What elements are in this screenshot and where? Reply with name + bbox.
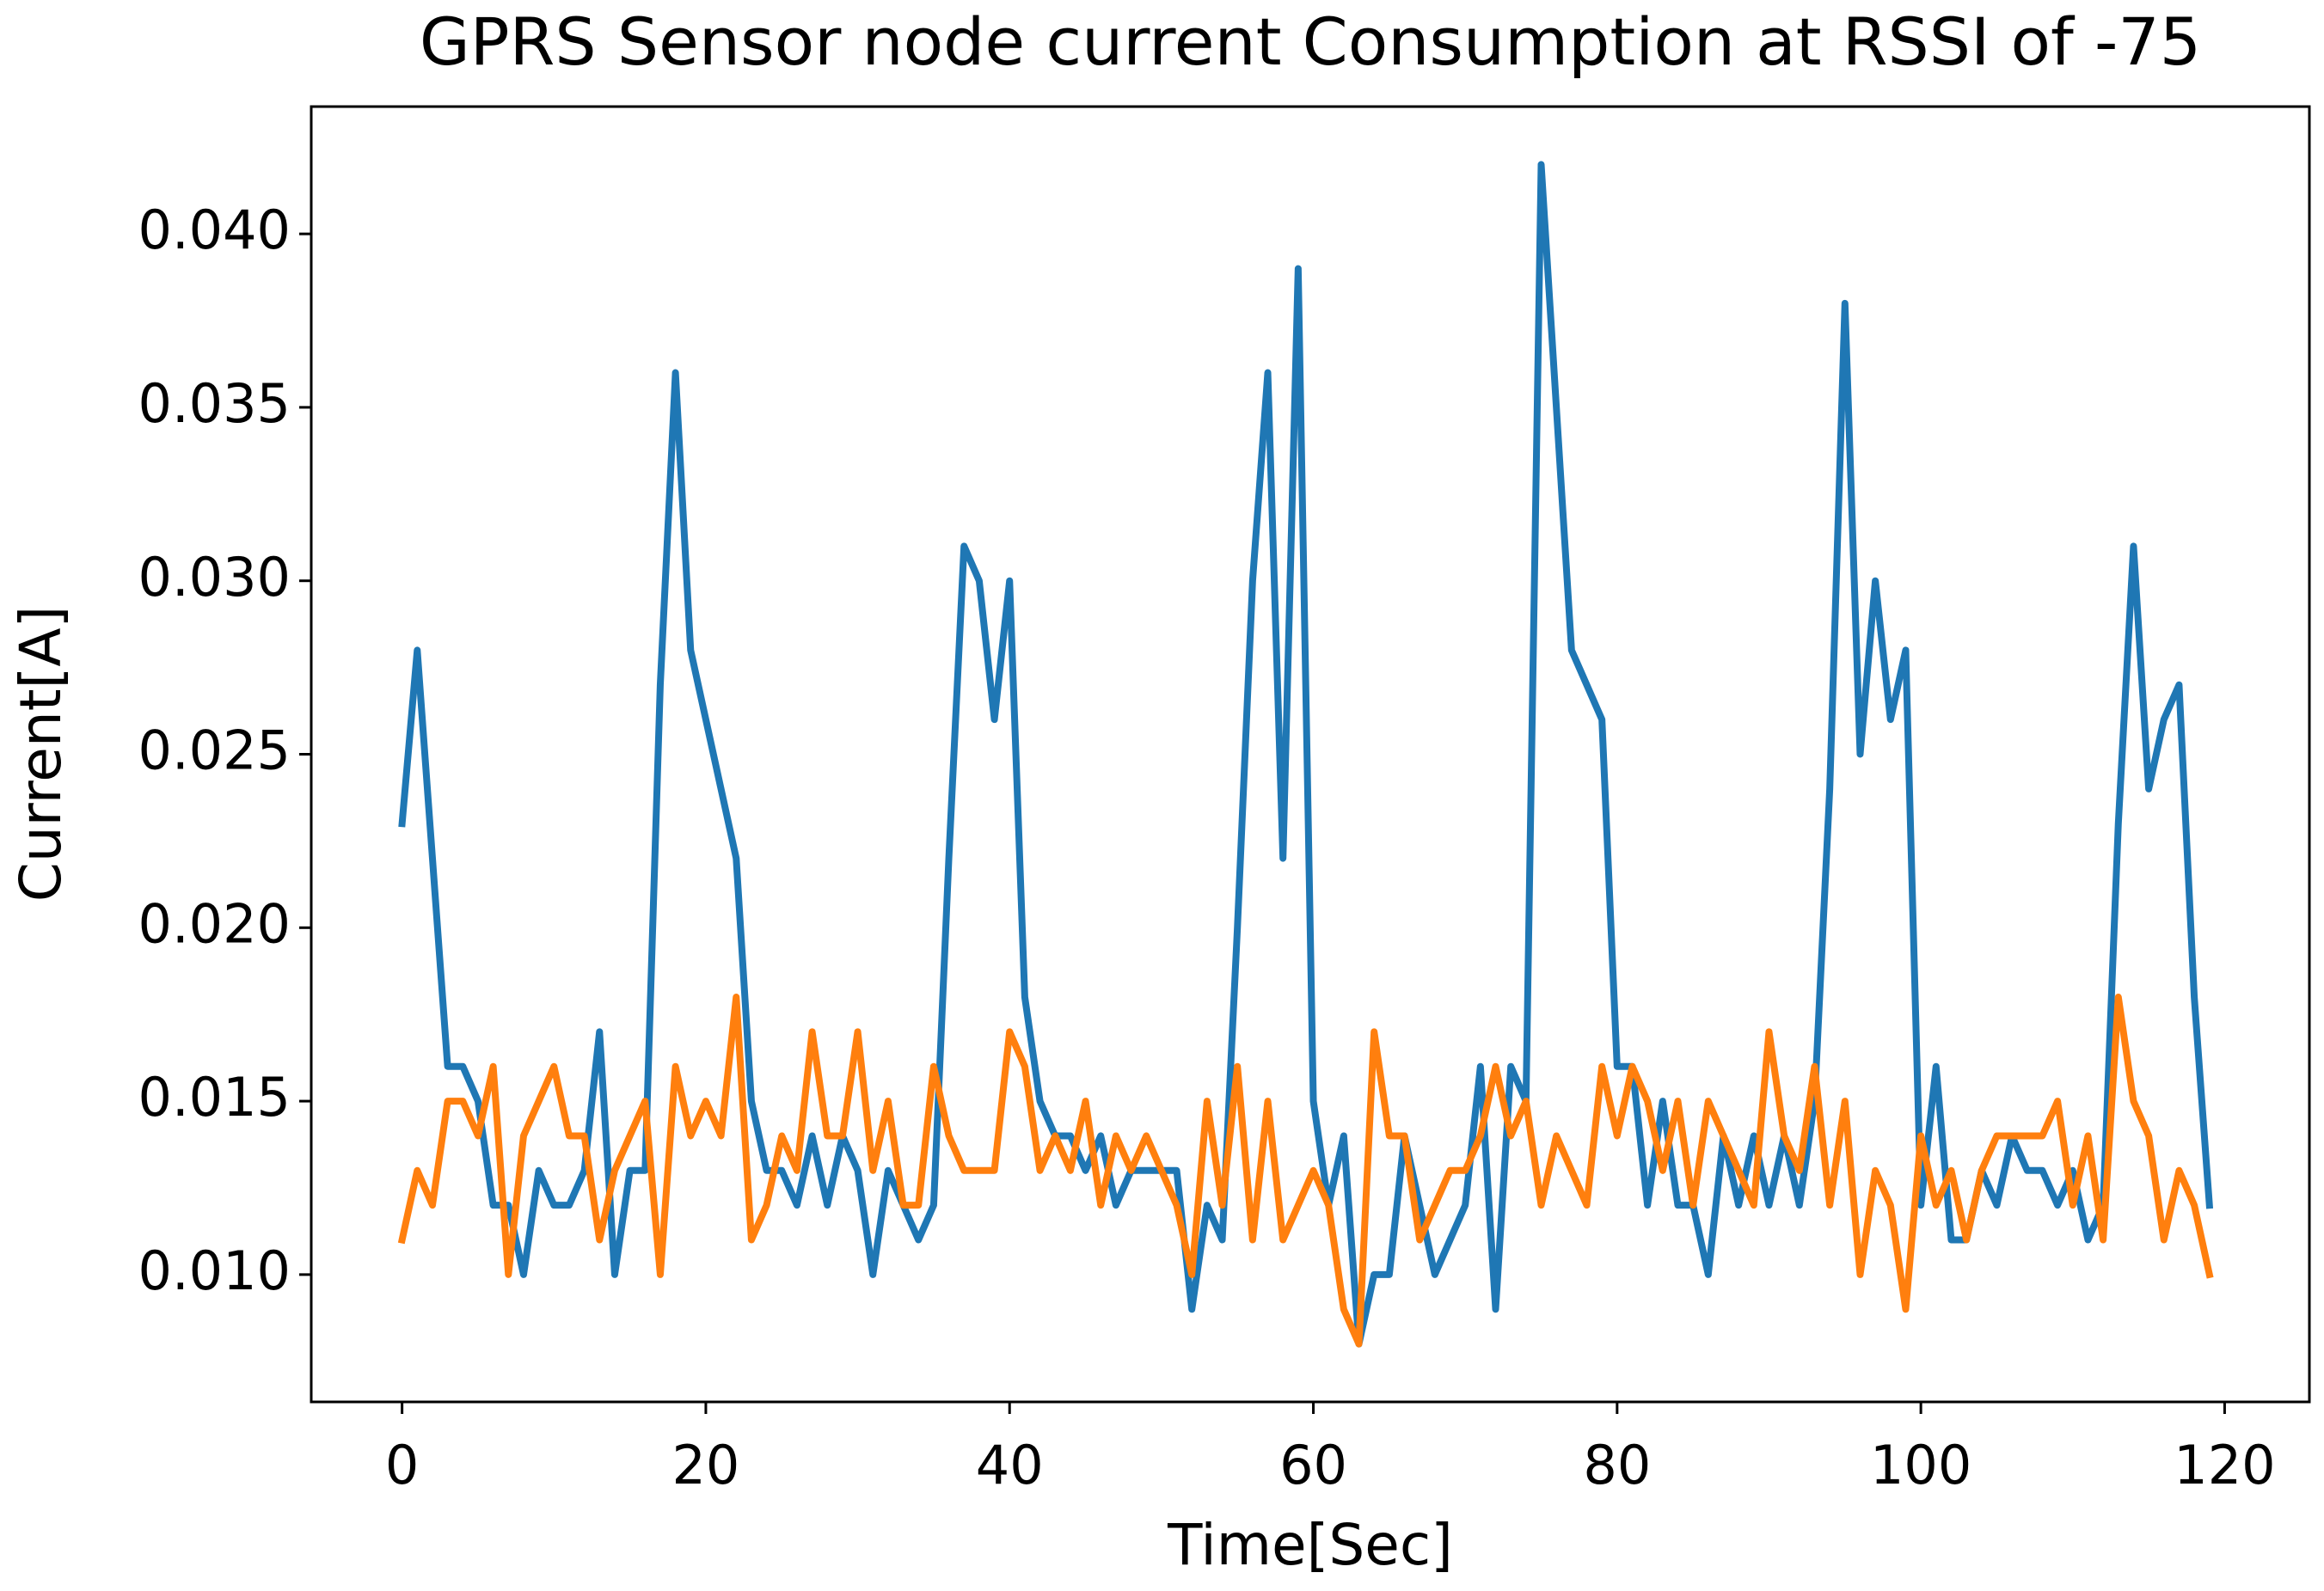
x-tick-label: 100 [1870, 1434, 1971, 1496]
x-tick-label: 80 [1583, 1434, 1651, 1496]
series-line [397, 994, 2214, 1348]
y-tick-label: 0.025 [138, 719, 291, 782]
x-tick-label: 40 [976, 1434, 1044, 1496]
series-line [398, 161, 2214, 1348]
x-tick-label: 120 [2174, 1434, 2275, 1496]
x-tick-label: 20 [671, 1434, 739, 1496]
x-axis-label: Time[Sec] [1167, 1512, 1453, 1578]
chart-title: GPRS Sensor node current Consumption at … [420, 3, 2201, 80]
y-tick-label: 0.010 [138, 1239, 291, 1302]
plot-frame [310, 105, 2311, 1404]
y-tick-label: 0.020 [138, 892, 291, 955]
y-tick-label: 0.015 [138, 1066, 291, 1129]
y-tick-label: 0.030 [138, 546, 291, 609]
x-tick-label: 0 [385, 1434, 419, 1496]
y-tick-label: 0.040 [138, 199, 291, 261]
y-axis-label: Current[A] [8, 606, 74, 903]
y-tick-label: 0.035 [138, 372, 291, 435]
x-tick-label: 60 [1279, 1434, 1347, 1496]
